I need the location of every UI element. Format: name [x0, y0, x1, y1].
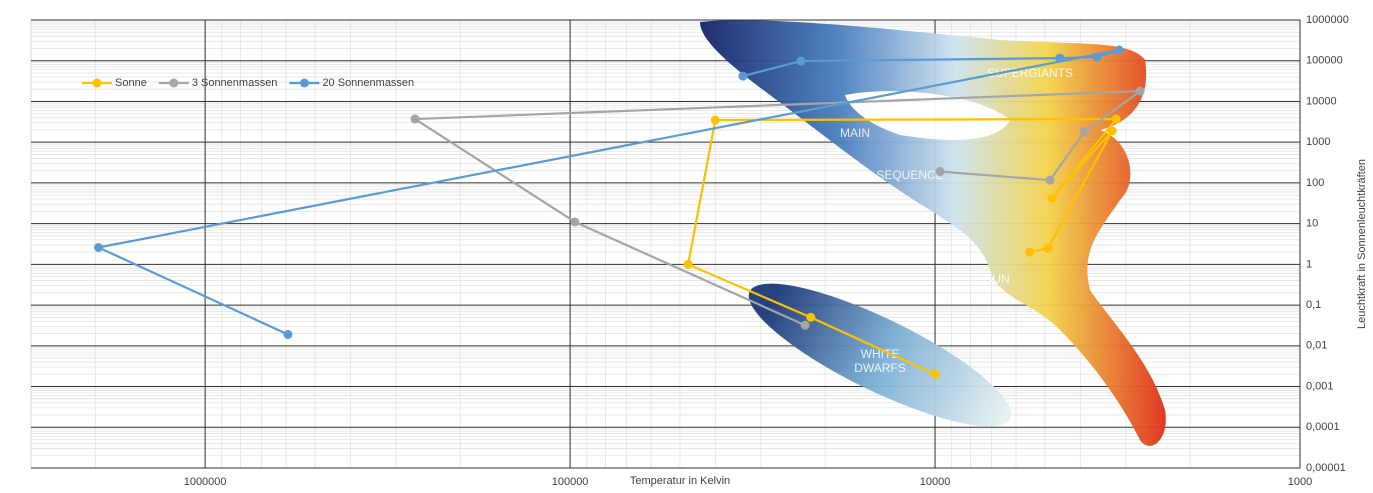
data-point	[1045, 175, 1055, 185]
data-point	[738, 71, 748, 81]
y-axis-title: Leuchtkraft in Sonnenleuchtkräften	[1356, 159, 1368, 329]
y-tick-label: 1000	[1306, 136, 1330, 148]
x-tick-label: 1000	[1288, 476, 1312, 488]
hr-gap	[845, 91, 1010, 140]
hr-region	[700, 20, 1166, 446]
annotation: SEQUENCE	[876, 168, 943, 182]
x-tick-label: 10000	[920, 476, 951, 488]
annotation: MAIN	[840, 126, 870, 140]
x-axis-title: Temperatur in Kelvin	[630, 475, 730, 487]
legend-marker	[299, 78, 309, 88]
y-tick-label: 100000	[1306, 55, 1343, 67]
data-point	[1092, 52, 1102, 62]
data-point	[710, 115, 720, 125]
annotation: SUPERGIANTS	[987, 66, 1073, 80]
x-tick-label: 1000000	[184, 476, 227, 488]
data-point	[930, 369, 940, 379]
y-tick-label: 10	[1306, 218, 1318, 230]
y-tick-label: 0,001	[1306, 380, 1334, 392]
annotation: SUN	[984, 272, 1009, 286]
data-point	[1111, 114, 1121, 124]
legend-label: Sonne	[115, 77, 147, 89]
y-tick-label: 0,0001	[1306, 421, 1340, 433]
data-point	[570, 217, 580, 227]
data-point	[806, 312, 816, 322]
annotation: DWARFS	[854, 361, 906, 375]
data-point	[1114, 45, 1124, 55]
data-point	[1043, 243, 1053, 253]
data-point	[1135, 86, 1145, 96]
y-tick-label: 0,01	[1306, 340, 1327, 352]
y-tick-label: 100	[1306, 177, 1324, 189]
legend-marker	[92, 78, 102, 88]
data-point	[1055, 53, 1065, 63]
y-tick-label: 1000000	[1306, 14, 1349, 26]
legend-label: 3 Sonnenmassen	[192, 77, 278, 89]
y-tick-label: 0,00001	[1306, 462, 1346, 474]
data-point	[93, 242, 103, 252]
x-tick-label: 100000	[552, 476, 589, 488]
data-point	[800, 320, 810, 330]
data-point	[1047, 193, 1057, 203]
legend-label: 20 Sonnenmassen	[322, 77, 414, 89]
y-tick-label: 10000	[1306, 95, 1337, 107]
data-point	[683, 259, 693, 269]
data-point	[283, 329, 293, 339]
data-point	[1079, 127, 1089, 137]
y-tick-label: 1	[1306, 258, 1312, 270]
y-tick-label: 0,1	[1306, 299, 1321, 311]
data-point	[935, 167, 945, 177]
legend-marker	[169, 78, 179, 88]
annotation: WHITE	[861, 347, 900, 361]
data-point	[410, 114, 420, 124]
data-point	[1025, 247, 1035, 257]
data-point	[1107, 126, 1117, 136]
data-point	[796, 56, 806, 66]
